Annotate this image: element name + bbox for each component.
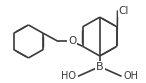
Text: HO: HO: [61, 71, 76, 81]
Text: O: O: [68, 36, 76, 46]
Text: OH: OH: [124, 71, 139, 81]
Text: B: B: [96, 62, 104, 72]
Text: Cl: Cl: [119, 6, 129, 16]
